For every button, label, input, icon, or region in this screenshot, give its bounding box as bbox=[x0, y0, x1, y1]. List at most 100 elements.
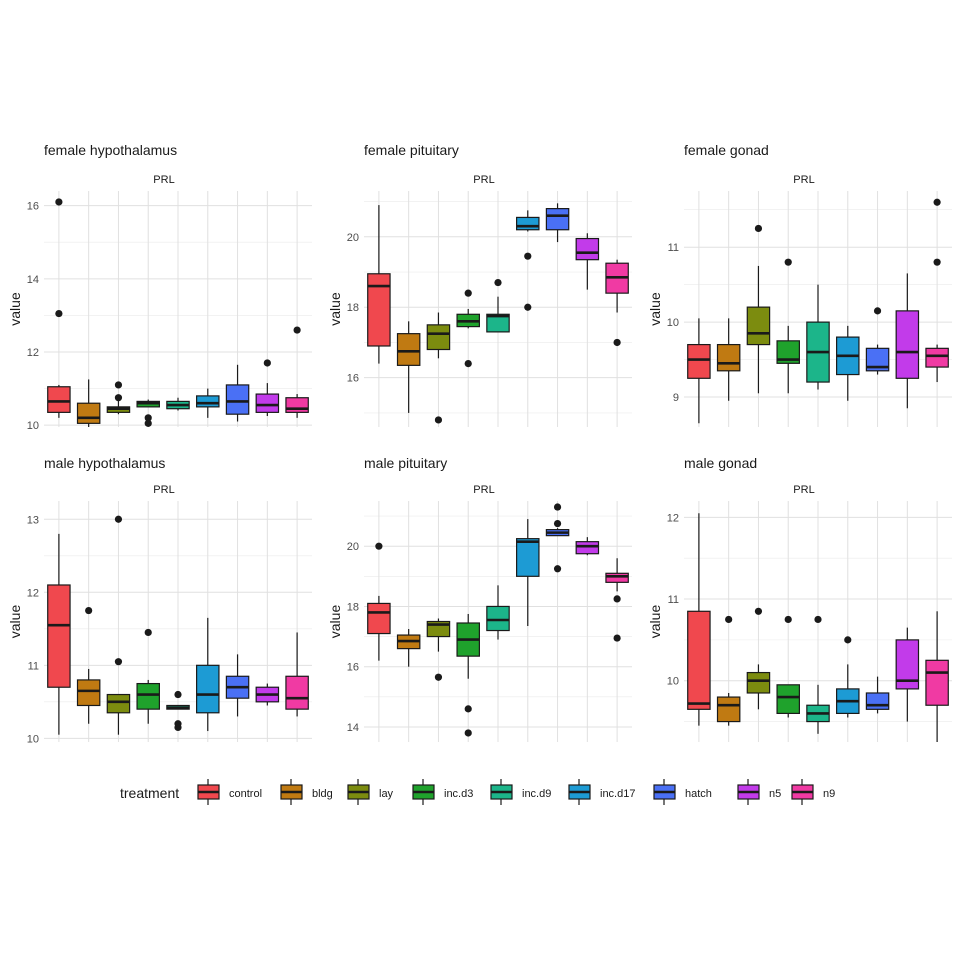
box-iqr bbox=[367, 273, 391, 347]
y-axis-label: value bbox=[327, 605, 343, 639]
box-control bbox=[367, 542, 391, 661]
box-n5 bbox=[575, 537, 600, 556]
y-axis-label: value bbox=[647, 605, 663, 639]
box-iqr bbox=[895, 310, 920, 379]
outlier-point bbox=[524, 252, 532, 260]
legend-entry-lay: lay bbox=[347, 779, 394, 805]
panel-title: female hypothalamus bbox=[44, 142, 177, 158]
y-tick-label: 16 bbox=[347, 373, 359, 385]
legend-entry-n5: n5 bbox=[737, 779, 781, 805]
y-tick-label: 16 bbox=[347, 662, 359, 674]
box-n5 bbox=[255, 683, 280, 706]
outlier-point bbox=[174, 690, 182, 699]
box-control bbox=[47, 198, 71, 418]
box-control bbox=[687, 318, 711, 424]
box-lay bbox=[426, 618, 451, 681]
y-axis-label: value bbox=[7, 292, 23, 326]
panel-female-hypothalamus: female hypothalamus PRL 10 12 14 16 value bbox=[7, 142, 312, 432]
outlier-point bbox=[55, 309, 63, 318]
outlier-point bbox=[933, 258, 941, 266]
facet-strip-label: PRL bbox=[793, 174, 814, 186]
outlier-point bbox=[464, 705, 472, 713]
box-hatch bbox=[225, 364, 250, 422]
box-hatch bbox=[225, 654, 250, 717]
box-iqr bbox=[716, 696, 741, 723]
box-hatch bbox=[545, 503, 570, 573]
y-tick-label: 12 bbox=[27, 587, 39, 599]
legend-entry-bldg: bldg bbox=[280, 779, 333, 805]
y-tick-label: 20 bbox=[347, 541, 359, 553]
y-tick-label: 11 bbox=[668, 594, 679, 606]
panel-female-gonad: female gonad PRL 9 10 11 value bbox=[647, 142, 952, 427]
outlier-point bbox=[434, 673, 443, 681]
outlier-point bbox=[553, 565, 562, 573]
outlier-point bbox=[613, 634, 621, 642]
outlier-point bbox=[293, 326, 301, 334]
box-iqr bbox=[285, 397, 309, 413]
box-iqr bbox=[865, 347, 890, 372]
y-tick-label: 10 bbox=[27, 420, 39, 432]
legend-label: hatch bbox=[685, 788, 712, 800]
facet-strip-label: PRL bbox=[473, 174, 494, 186]
legend-entry-n9: n9 bbox=[791, 779, 835, 805]
box-bldg bbox=[76, 606, 101, 724]
box-iqr bbox=[196, 664, 220, 714]
box-iqr bbox=[196, 395, 220, 408]
box-n9 bbox=[925, 611, 949, 742]
legend-key bbox=[490, 779, 513, 805]
box-iqr bbox=[76, 402, 101, 424]
legend-label: bldg bbox=[312, 788, 333, 800]
outlier-point bbox=[784, 615, 792, 624]
legend-entry-inc.d3: inc.d3 bbox=[412, 779, 473, 805]
box-inc.d3 bbox=[456, 613, 480, 737]
box-inc.d3 bbox=[776, 258, 800, 394]
box-inc.d17 bbox=[516, 210, 540, 311]
outlier-point bbox=[754, 224, 763, 233]
outlier-point bbox=[754, 607, 763, 615]
box-inc.d3 bbox=[776, 615, 800, 718]
box-control bbox=[367, 205, 391, 364]
y-tick-label: 11 bbox=[28, 660, 39, 672]
box-control bbox=[687, 513, 711, 726]
legend-key bbox=[280, 779, 303, 805]
outlier-point bbox=[933, 198, 941, 206]
outlier-point bbox=[144, 628, 152, 637]
outlier-point bbox=[114, 658, 123, 666]
box-iqr bbox=[426, 324, 451, 351]
legend-label: inc.d3 bbox=[444, 788, 473, 800]
box-lay bbox=[106, 381, 131, 415]
outlier-point bbox=[263, 359, 271, 367]
y-axis-label: value bbox=[647, 292, 663, 326]
y-tick-label: 11 bbox=[668, 242, 679, 254]
facet-strip-label: PRL bbox=[153, 484, 174, 496]
box-inc.d9 bbox=[806, 284, 830, 390]
outlier-point bbox=[114, 394, 123, 402]
y-tick-label: 18 bbox=[347, 601, 359, 613]
outlier-point bbox=[464, 289, 472, 297]
legend-label: lay bbox=[379, 788, 394, 800]
legend-key bbox=[737, 779, 760, 805]
box-inc.d17 bbox=[196, 617, 220, 732]
outlier-point bbox=[375, 542, 383, 550]
outlier-point bbox=[464, 729, 472, 737]
panel-title: male pituitary bbox=[364, 455, 447, 471]
box-n5 bbox=[895, 627, 920, 722]
box-lay bbox=[106, 515, 131, 735]
outlier-point bbox=[85, 606, 93, 615]
y-tick-label: 14 bbox=[347, 722, 359, 734]
box-iqr bbox=[396, 333, 421, 366]
box-iqr bbox=[106, 693, 131, 714]
legend-key bbox=[791, 779, 814, 805]
y-tick-label: 13 bbox=[27, 514, 39, 526]
box-n5 bbox=[575, 233, 600, 290]
y-tick-label: 16 bbox=[27, 201, 39, 213]
legend-key bbox=[412, 779, 435, 805]
box-iqr bbox=[575, 541, 600, 555]
box-iqr bbox=[776, 340, 800, 364]
legend-entry-inc.d9: inc.d9 bbox=[490, 779, 551, 805]
legend: treatment control bldg lay inc.d3 inc.d9 inc.d… bbox=[120, 779, 835, 805]
box-lay bbox=[746, 224, 771, 394]
box-bldg bbox=[716, 615, 741, 726]
box-iqr bbox=[746, 671, 771, 694]
